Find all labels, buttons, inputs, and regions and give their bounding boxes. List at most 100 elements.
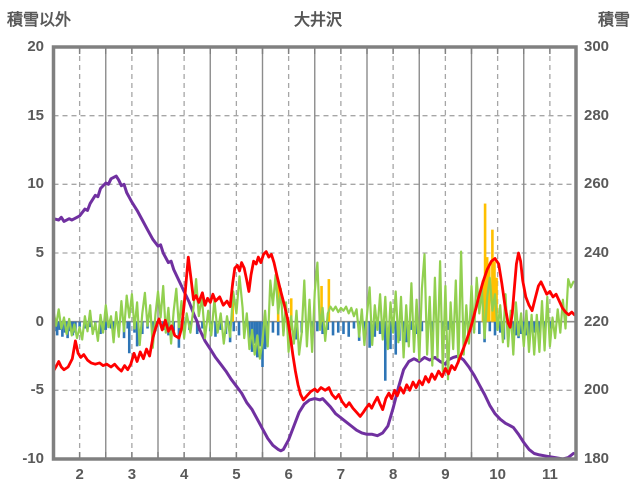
blue-bars-bar	[295, 321, 298, 340]
blue-bars-bar	[58, 321, 62, 330]
red-line	[52, 250, 576, 418]
blue-bars-bar	[514, 321, 518, 336]
y-left-tick-label: 15	[27, 106, 44, 124]
blue-bars-bar	[55, 321, 59, 336]
y-right-tick-label: 280	[584, 106, 610, 124]
blue-bars-bar	[538, 321, 541, 337]
y-left-tick-label: 5	[35, 244, 44, 261]
right-axis-title: 積雪	[597, 12, 630, 29]
y-right-tick-label: 240	[584, 244, 610, 261]
blue-bars-bar	[127, 321, 131, 354]
blue-bars-bar	[420, 321, 424, 332]
x-tick-label: 2	[75, 466, 84, 483]
blue-bars-bar	[488, 321, 492, 332]
blue-bars-bar	[331, 321, 335, 336]
blue-bars-bar	[493, 321, 497, 336]
blue-bars-bar	[512, 321, 515, 337]
blue-bars-bar	[126, 321, 129, 329]
orange-bars-bar	[289, 298, 293, 322]
blue-bars-bar	[446, 321, 450, 330]
blue-bars-bar	[527, 321, 531, 340]
blue-bars-bar	[478, 321, 481, 335]
x-tick-label: 3	[127, 466, 137, 483]
blue-bars-bar	[368, 321, 371, 348]
x-tick-label: 6	[284, 466, 293, 483]
blue-bars-bar	[172, 321, 175, 332]
orange-bars-bar	[487, 263, 491, 322]
plot-border	[51, 45, 578, 461]
orange-bars-bar	[495, 277, 498, 322]
orange-bars-bar	[491, 229, 494, 322]
blue-bars-bar	[532, 321, 536, 333]
orange-bars-bar	[493, 261, 496, 322]
blue-bars-bar	[394, 321, 398, 355]
purple-line	[52, 174, 575, 461]
blue-bars-bar	[271, 321, 275, 333]
blue-bars-bar	[135, 321, 139, 347]
blue-bars-bar	[276, 321, 280, 336]
blue-bars-bar	[88, 321, 92, 328]
x-tick-label: 10	[489, 466, 506, 483]
blue-bars-bar	[263, 321, 267, 350]
blue-bars-bar	[214, 321, 217, 337]
x-tick-label: 8	[388, 466, 398, 483]
x-tick-label: 7	[336, 466, 346, 483]
blue-bars-bar	[404, 321, 408, 343]
blue-bars-bar	[195, 321, 199, 335]
chart-title: 大井沢	[293, 12, 342, 29]
y-right-tick-label: 220	[584, 312, 610, 330]
blue-bars-bar	[78, 321, 81, 328]
left-axis-title: 積雪以外	[7, 12, 72, 29]
blue-bars-bar	[326, 321, 330, 330]
blue-bars-bar	[201, 321, 204, 329]
blue-bars-bar	[232, 321, 236, 332]
blue-bars-bar	[112, 321, 115, 333]
y-left-tick-label: -10	[22, 450, 44, 467]
x-tick-label: 4	[179, 466, 189, 483]
blue-bars-bar	[373, 321, 377, 337]
blue-bars-bar	[141, 321, 144, 335]
orange-bars-bar	[483, 203, 487, 322]
y-right-tick-label: 200	[584, 381, 610, 399]
blue-bars-bar	[237, 321, 241, 336]
orange-bars-bar	[320, 285, 323, 322]
x-tick-label: 9	[441, 466, 450, 483]
blue-bars-bar	[389, 321, 392, 350]
blue-bars-bar	[316, 321, 319, 332]
blue-bars-bar	[383, 321, 387, 381]
blue-bars-bar	[525, 321, 528, 336]
y-left-tick-label: 10	[27, 175, 44, 193]
blue-bars-bar	[519, 321, 523, 335]
blue-bars-bar	[61, 321, 64, 337]
blue-bars-bar	[522, 321, 526, 339]
blue-bars-bar	[378, 321, 382, 335]
blue-bars-bar	[347, 321, 351, 337]
x-tick-label: 5	[232, 466, 241, 483]
blue-bars-bar	[402, 321, 405, 333]
green-line	[52, 250, 575, 381]
blue-bars-bar	[363, 321, 366, 332]
x-tick-label: 11	[541, 466, 558, 483]
blue-bars-bar	[258, 321, 262, 347]
blue-bars-bar	[219, 321, 222, 330]
blue-bars-bar	[253, 321, 256, 344]
blue-bars-bar	[104, 321, 108, 330]
y-right-tick-label: 260	[584, 175, 610, 193]
blue-bars-bar	[415, 321, 418, 335]
y-right-tick-label: 180	[584, 450, 610, 467]
blue-bars-bar	[336, 321, 340, 333]
blue-bars-bar	[431, 321, 434, 333]
y-left-tick-label: 0	[35, 312, 44, 330]
blue-bars-bar	[498, 321, 502, 333]
y-left-tick-label: -5	[30, 381, 44, 399]
blue-bars-bar	[543, 321, 546, 332]
y-right-tick-label: 300	[584, 38, 610, 55]
blue-bars-bar	[321, 321, 324, 335]
blue-bars-bar	[410, 321, 413, 330]
blue-bars-bar	[352, 321, 356, 329]
y-left-tick-label: 20	[27, 38, 44, 55]
blue-bars-bar	[99, 321, 102, 335]
orange-bars-bar	[327, 279, 331, 322]
